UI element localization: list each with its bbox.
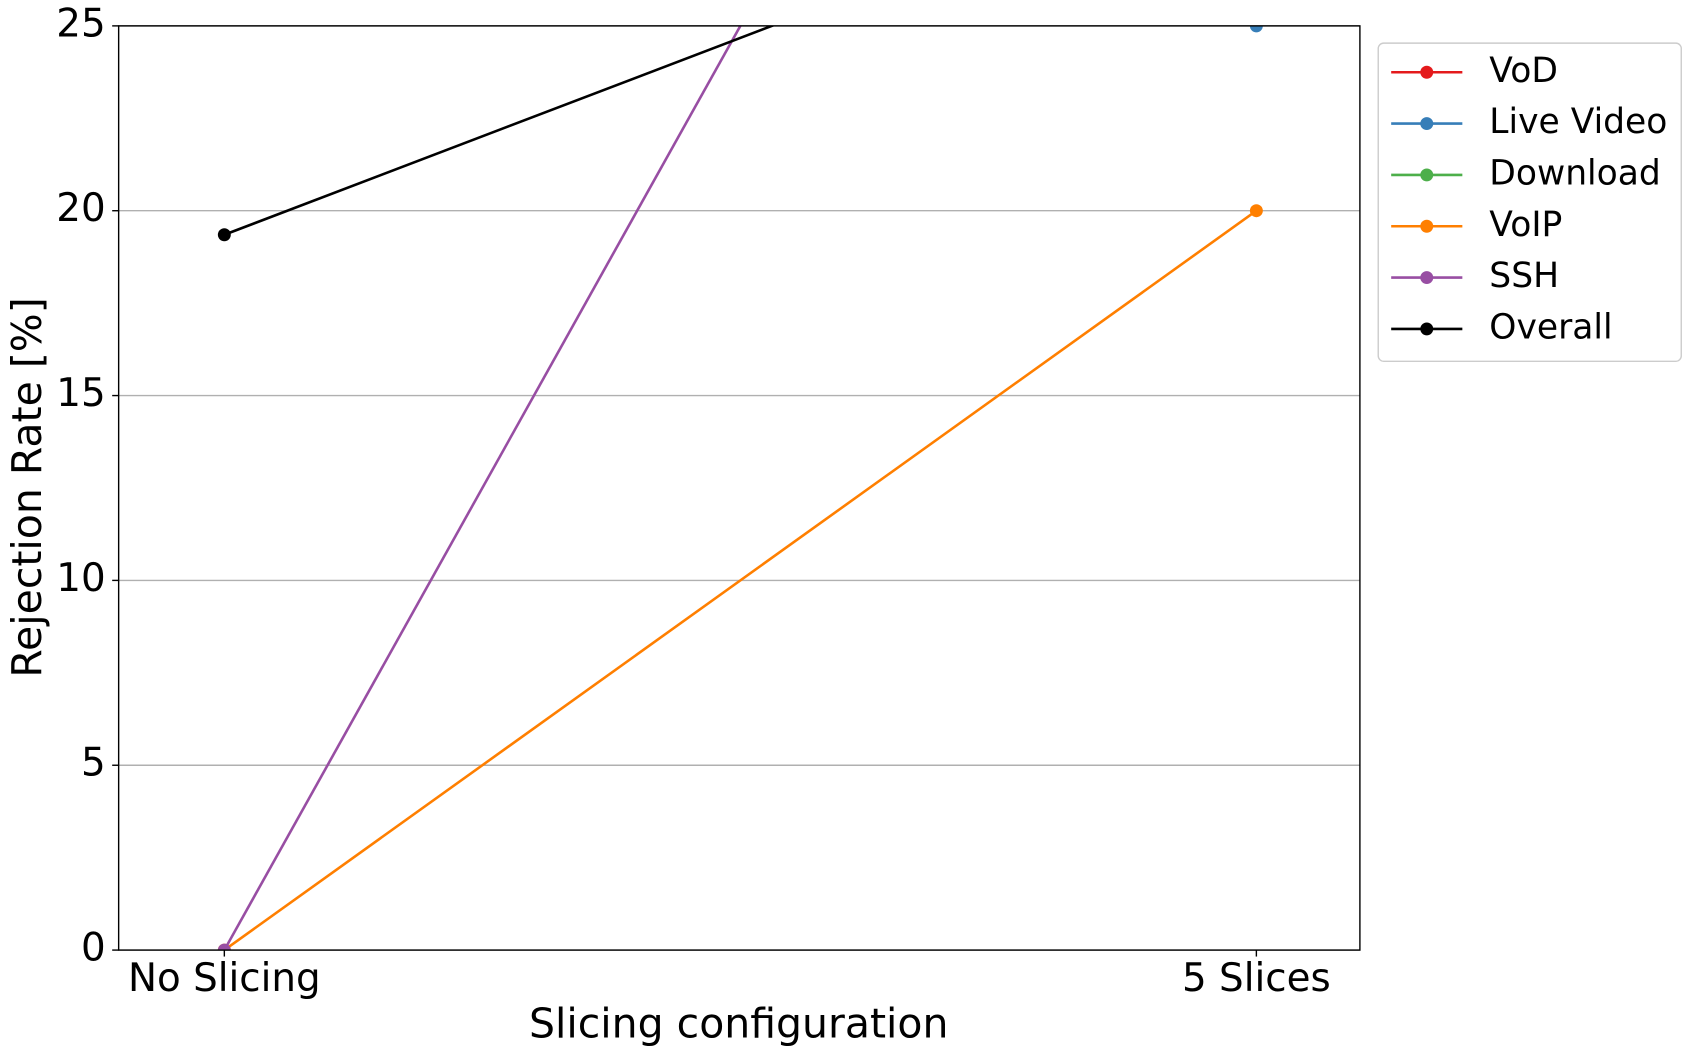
legend-marker xyxy=(1420,271,1434,285)
y-tick-label: 0 xyxy=(81,926,106,971)
legend-marker xyxy=(1420,219,1434,233)
y-tick-label: 25 xyxy=(56,1,105,46)
legend-label: VoIP xyxy=(1489,205,1562,245)
plot-frame xyxy=(117,25,1361,951)
legend-label: Live Video xyxy=(1489,102,1667,142)
x-tick-label: No Slicing xyxy=(128,956,321,1001)
y-tick-label: 20 xyxy=(56,186,105,231)
data-point xyxy=(217,228,231,242)
legend-label: Overall xyxy=(1489,307,1612,347)
legend-label: Download xyxy=(1489,153,1661,193)
data-point xyxy=(1249,25,1263,33)
plot-area xyxy=(217,25,1263,951)
legend: VoD Live Video Download VoIP SSH Overall xyxy=(1391,51,1667,347)
x-tick-label: 5 Slices xyxy=(1182,956,1331,1001)
legend-marker xyxy=(1420,322,1434,336)
legend-marker xyxy=(1420,65,1434,79)
legend-label: VoD xyxy=(1489,51,1558,91)
series-line xyxy=(223,25,776,236)
x-axis-label: Slicing configuration xyxy=(529,1000,948,1048)
y-tick-label: 10 xyxy=(56,556,105,601)
legend-marker xyxy=(1420,117,1434,131)
series-line xyxy=(223,25,742,951)
data-point xyxy=(1249,204,1263,218)
series-line xyxy=(223,209,1258,951)
y-tick-label: 5 xyxy=(81,741,106,786)
y-axis-label: Rejection Rate [%] xyxy=(3,297,51,677)
data-point xyxy=(217,943,231,951)
grid xyxy=(118,25,1360,951)
legend-label: SSH xyxy=(1489,256,1559,296)
y-tick-label: 15 xyxy=(56,371,105,416)
legend-marker xyxy=(1420,168,1434,182)
